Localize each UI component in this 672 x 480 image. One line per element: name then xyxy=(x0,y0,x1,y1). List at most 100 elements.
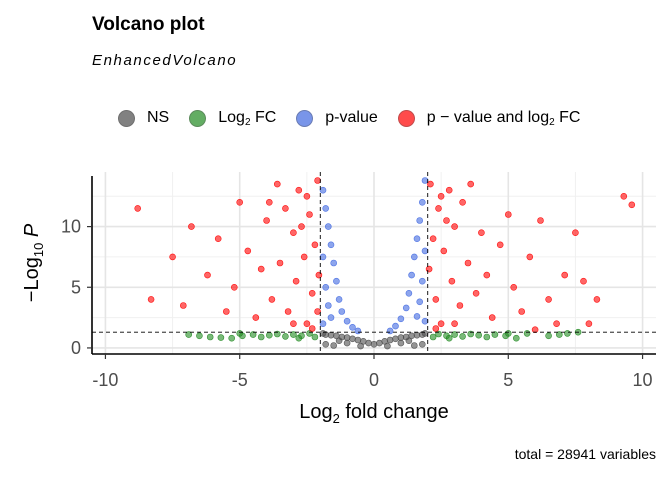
y-tick-label: 10 xyxy=(61,217,81,237)
data-point xyxy=(392,322,399,330)
data-point xyxy=(315,271,323,279)
legend-dot-icon xyxy=(118,109,135,127)
data-point xyxy=(290,229,297,236)
data-point xyxy=(327,241,335,249)
data-point xyxy=(496,241,504,249)
data-point xyxy=(408,271,415,279)
data-point xyxy=(459,199,466,206)
data-point xyxy=(405,289,413,297)
data-point xyxy=(425,265,433,273)
data-point xyxy=(306,211,313,218)
data-point xyxy=(349,335,356,343)
data-point xyxy=(180,302,187,309)
data-point xyxy=(284,308,292,315)
y-tick-label: 0 xyxy=(71,338,81,358)
data-point xyxy=(349,323,356,331)
data-point xyxy=(572,229,579,236)
data-point xyxy=(564,330,571,337)
data-point xyxy=(354,336,362,344)
data-point xyxy=(413,235,421,242)
legend-item: p − value and log2 FC xyxy=(397,108,581,128)
data-point xyxy=(459,333,466,340)
data-point xyxy=(335,337,343,345)
data-point xyxy=(319,253,327,261)
data-point xyxy=(386,336,394,344)
legend: NS Log2 FC p-value p − value and log2 FC xyxy=(118,106,600,130)
data-point xyxy=(418,340,426,348)
legend-label: Log2 FC xyxy=(218,108,277,128)
data-point xyxy=(410,342,418,349)
data-point xyxy=(322,283,330,291)
data-point xyxy=(545,332,552,340)
legend-dot-icon xyxy=(397,109,415,127)
data-point xyxy=(416,217,424,224)
data-point xyxy=(421,247,429,255)
data-point xyxy=(311,333,319,341)
data-point xyxy=(335,296,343,303)
data-point xyxy=(343,339,351,347)
data-point xyxy=(410,253,418,261)
data-point xyxy=(252,314,260,321)
data-point xyxy=(338,308,346,315)
data-point xyxy=(553,320,560,328)
data-point xyxy=(333,277,340,285)
data-point xyxy=(319,320,327,328)
chart-title: Volcano plot xyxy=(92,14,205,35)
chart-subtitle: EnhancedVolcano xyxy=(92,52,238,69)
data-point xyxy=(405,337,413,345)
data-point xyxy=(467,180,475,188)
data-point xyxy=(324,302,332,309)
data-point xyxy=(370,340,378,348)
data-point xyxy=(298,223,305,230)
data-point xyxy=(386,327,394,335)
data-point xyxy=(249,331,257,338)
data-point xyxy=(354,327,362,335)
data-point xyxy=(435,205,442,212)
data-point xyxy=(276,259,284,267)
data-point xyxy=(319,330,327,337)
data-point xyxy=(491,331,499,338)
data-point xyxy=(273,180,281,188)
data-point xyxy=(526,253,534,261)
data-point xyxy=(443,217,450,224)
x-tick-label: -10 xyxy=(92,370,118,390)
data-point xyxy=(308,325,316,332)
data-point xyxy=(392,335,399,343)
data-point xyxy=(169,253,176,261)
data-point xyxy=(290,320,297,328)
data-point xyxy=(421,330,429,337)
data-point xyxy=(512,334,520,342)
data-point xyxy=(555,331,563,338)
data-point xyxy=(445,334,453,342)
data-point xyxy=(327,314,335,321)
data-point xyxy=(561,271,569,279)
data-point xyxy=(413,313,421,320)
data-point xyxy=(421,177,429,184)
legend-label: p − value and log2 FC xyxy=(426,108,581,128)
data-point xyxy=(628,201,636,209)
data-point xyxy=(531,326,539,334)
data-point xyxy=(451,223,458,230)
data-point xyxy=(265,331,273,339)
data-point xyxy=(303,193,311,200)
data-point xyxy=(314,177,321,184)
x-tick-label: 5 xyxy=(503,370,513,390)
data-point xyxy=(472,289,480,297)
y-tick-label: 5 xyxy=(71,277,81,297)
data-point xyxy=(429,333,437,341)
data-point xyxy=(343,317,351,325)
data-point xyxy=(432,296,440,303)
data-point xyxy=(357,342,364,350)
data-point xyxy=(185,331,192,338)
data-point xyxy=(324,223,332,230)
chart-caption: total = 28941 variables xyxy=(514,446,656,462)
data-point xyxy=(537,217,544,224)
legend-item: NS xyxy=(118,109,169,127)
data-point xyxy=(214,235,222,242)
data-point xyxy=(483,271,491,279)
data-point xyxy=(504,211,512,218)
data-point xyxy=(483,333,491,341)
data-point xyxy=(314,308,321,315)
data-point xyxy=(504,330,512,337)
